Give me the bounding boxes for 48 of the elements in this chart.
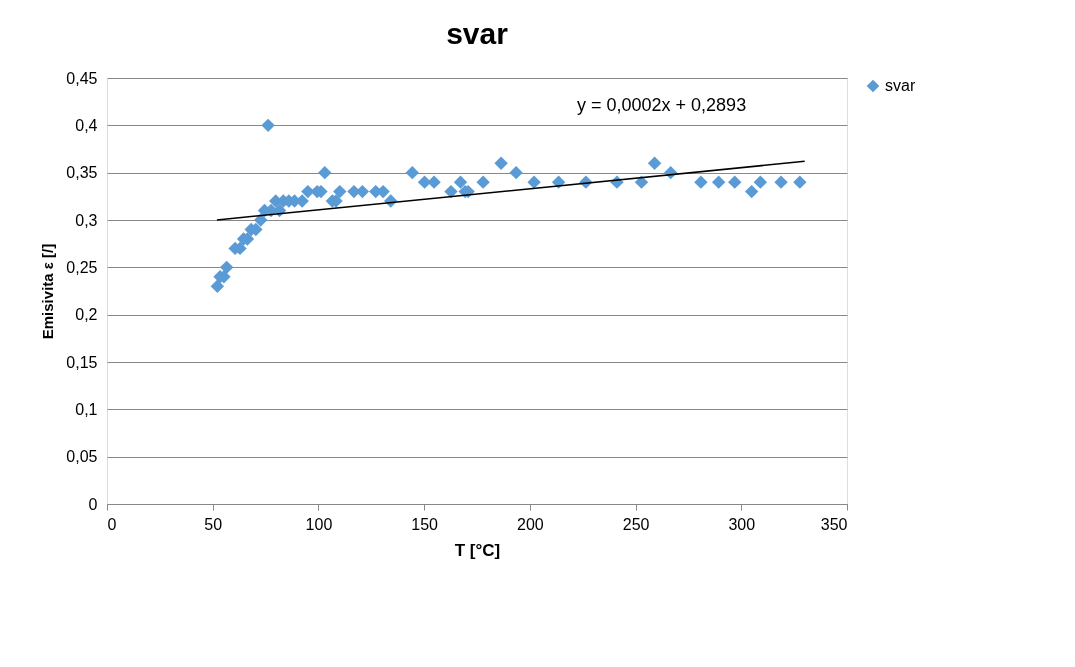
point	[453, 175, 468, 189]
y-tick-label: 0,4	[75, 116, 98, 134]
point	[417, 175, 432, 189]
x-axis-title: T [°C]	[454, 540, 501, 560]
point	[427, 175, 441, 189]
x-tick-label: 200	[517, 515, 544, 533]
point	[318, 165, 332, 180]
point	[476, 175, 490, 189]
point	[634, 175, 649, 189]
point	[219, 260, 234, 275]
point	[774, 175, 788, 189]
chart-title: svar	[446, 17, 509, 50]
x-tick-label: 50	[204, 515, 223, 533]
point	[301, 184, 315, 199]
point	[753, 175, 768, 189]
y-tick-label: 0,1	[75, 400, 98, 418]
point	[254, 213, 268, 227]
point	[527, 175, 541, 189]
annotation: y = 0,0002x + 0,2893	[577, 95, 747, 115]
point	[744, 184, 759, 199]
point	[333, 184, 347, 199]
point	[444, 184, 458, 199]
point	[728, 175, 742, 189]
y-tick-label: 0,3	[75, 211, 98, 229]
y-tick-label: 0,25	[66, 258, 98, 276]
legend-label: svar	[885, 77, 916, 94]
y-tick-label: 0	[88, 495, 98, 513]
y-tick-label: 0,35	[66, 164, 98, 182]
point	[210, 279, 225, 293]
x-tick-label: 0	[107, 515, 117, 533]
x-tick-label: 350	[820, 515, 848, 533]
point	[647, 156, 662, 170]
y-axis-title: Emisivita ε [/]	[39, 243, 57, 340]
x-tick-label: 150	[411, 515, 439, 533]
point	[494, 156, 508, 170]
y-tick-label: 0,05	[66, 448, 98, 466]
point	[711, 175, 726, 189]
x-tick-label: 300	[728, 515, 756, 533]
y-tick-label: 0,15	[66, 353, 98, 371]
point	[793, 175, 807, 189]
point	[694, 175, 708, 189]
y-tick-label: 0,2	[75, 306, 98, 324]
x-tick-label: 250	[622, 515, 650, 533]
point	[261, 118, 275, 133]
point	[509, 165, 523, 180]
point	[405, 165, 420, 180]
y-tick-label: 0,45	[66, 69, 98, 87]
x-tick-label: 100	[305, 515, 333, 533]
